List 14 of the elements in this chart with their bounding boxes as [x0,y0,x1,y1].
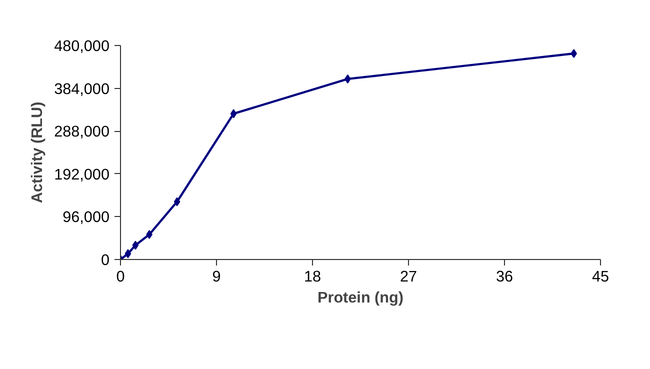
x-tick-label: 27 [400,268,418,286]
x-tick-label: 9 [212,268,221,286]
y-axis-title: Activity (RLU) [29,102,46,204]
y-tick-label: 384,000 [54,80,110,98]
y-tick-label: 192,000 [54,166,110,184]
y-tick-label: 0 [100,252,110,269]
x-tick-label: 0 [116,268,125,286]
x-tick-label: 18 [304,268,322,286]
y-tick-label: 480,000 [54,38,110,55]
x-tick-label: 45 [592,268,610,286]
y-tick-label: 288,000 [54,124,110,141]
x-axis-title: Protein (ng) [318,290,404,306]
x-tick-label: 36 [496,268,514,286]
y-tick-label: 96,000 [62,209,110,226]
